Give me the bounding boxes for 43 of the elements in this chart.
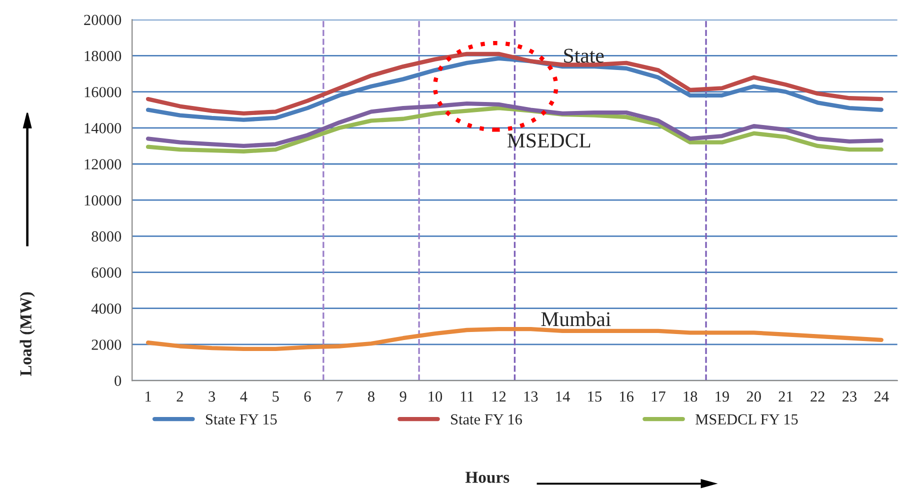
annotation: MSEDCL	[508, 134, 590, 148]
legend-label: MSEDCL FY 15	[696, 414, 798, 425]
y-tick-label: 2000	[92, 340, 122, 350]
x-tick-label: 3	[208, 391, 216, 402]
annotation: Mumbai	[541, 312, 611, 326]
legend-label: State FY 15	[206, 414, 277, 425]
x-tick-label: 5	[272, 392, 279, 402]
x-tick-label: 9	[400, 391, 406, 402]
x-tick-label: 22	[810, 391, 824, 402]
x-tick-label: 12	[492, 391, 506, 402]
x-tick-label: 19	[716, 391, 729, 402]
y-tick-label: 14000	[84, 123, 122, 134]
y-axis-title: Load (MW)	[20, 292, 35, 376]
x-tick-label: 24	[874, 391, 889, 402]
x-axis-title: Hours	[465, 472, 510, 483]
x-tick-label: 15	[588, 391, 602, 402]
y-tick-label: 8000	[92, 231, 122, 242]
x-tick-label: 11	[460, 391, 474, 402]
y-tick-label: 18000	[84, 50, 122, 62]
y-tick-label: 12000	[84, 159, 122, 170]
y-tick-label: 0	[114, 376, 122, 386]
x-tick-label: 1	[146, 391, 151, 402]
x-tick-label: 21	[778, 391, 792, 402]
x-tick-label: 4	[240, 391, 248, 402]
x-tick-label: 23	[842, 391, 857, 402]
x-tick-label: 10	[428, 391, 442, 402]
x-tick-label: 18	[684, 391, 698, 402]
y-tick-label: 20000	[84, 14, 122, 26]
legend-label: State FY 16	[451, 414, 522, 425]
x-tick-label: 16	[620, 391, 634, 402]
x-tick-label: 13	[524, 391, 538, 402]
x-tick-label: 14	[556, 391, 570, 402]
x-tick-label: 8	[368, 391, 374, 402]
x-tick-label: 7	[336, 392, 343, 402]
line-series	[146, 327, 884, 352]
x-tick-label: 6	[304, 391, 311, 402]
y-tick-label: 10000	[84, 195, 122, 206]
x-tick-label: 17	[652, 391, 666, 402]
x-tick-label: 20	[746, 391, 761, 402]
y-tick-label: 4000	[91, 303, 122, 314]
x-tick-label: 2	[176, 391, 183, 402]
y-tick-label: 6000	[92, 267, 122, 278]
y-tick-label: 16000	[84, 86, 122, 98]
